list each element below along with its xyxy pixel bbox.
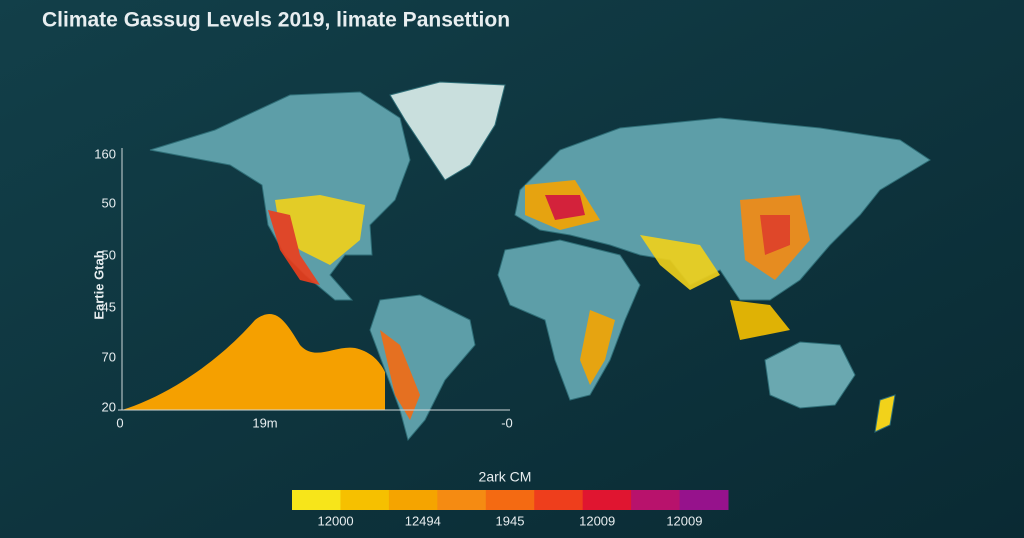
hotspot [268,210,320,285]
y-label: 50 [102,247,116,262]
island [874,394,896,433]
continent [764,341,856,409]
hotspot [580,310,615,385]
hotspot [380,330,420,420]
axis-label: Eartie Gtah [91,250,106,319]
title: Climate Gassug Levels 2019, limate Panse… [42,9,510,32]
hotspot [760,215,790,255]
area-shape [122,314,385,410]
colorbar-swatch [582,490,632,510]
colorbar-swatch [679,490,729,510]
colorbar: 12000 12494 1945 12009 12009 [292,490,729,528]
y-label: 70 [102,349,116,364]
y-labels: 160 50 50 45 70 20 [94,146,116,414]
colorbar-label: 12000 [318,513,354,528]
continent [389,81,506,181]
hotspot [545,195,585,220]
colorbar-label: 12494 [405,513,441,528]
colorbar-label: 12009 [579,513,615,528]
y-label: 160 [94,146,116,161]
x-label: 0 [116,415,123,430]
continent [369,294,476,442]
colorbar-swatch [534,490,584,510]
colorbar-swatch [292,490,341,510]
hotspot [730,300,790,340]
colorbar-swatch [340,490,390,510]
colorbar-title: 2ark CM [479,469,532,485]
colorbar-label: 1945 [496,513,525,528]
colorbar-label: 12009 [666,513,702,528]
x-label: -0 [501,415,513,430]
hotspots [268,180,810,420]
y-label: 20 [102,399,116,414]
x-labels: 0 19m -0 [116,415,512,430]
colorbar-swatch [388,490,438,510]
y-label: 50 [102,195,116,210]
colorbar-swatch [437,490,487,510]
y-label: 45 [102,299,116,314]
continent [514,117,931,301]
x-label: 19m [252,415,277,430]
colorbar-swatch [631,490,681,510]
colorbar-swatch [485,490,535,510]
hotspot [640,235,720,290]
